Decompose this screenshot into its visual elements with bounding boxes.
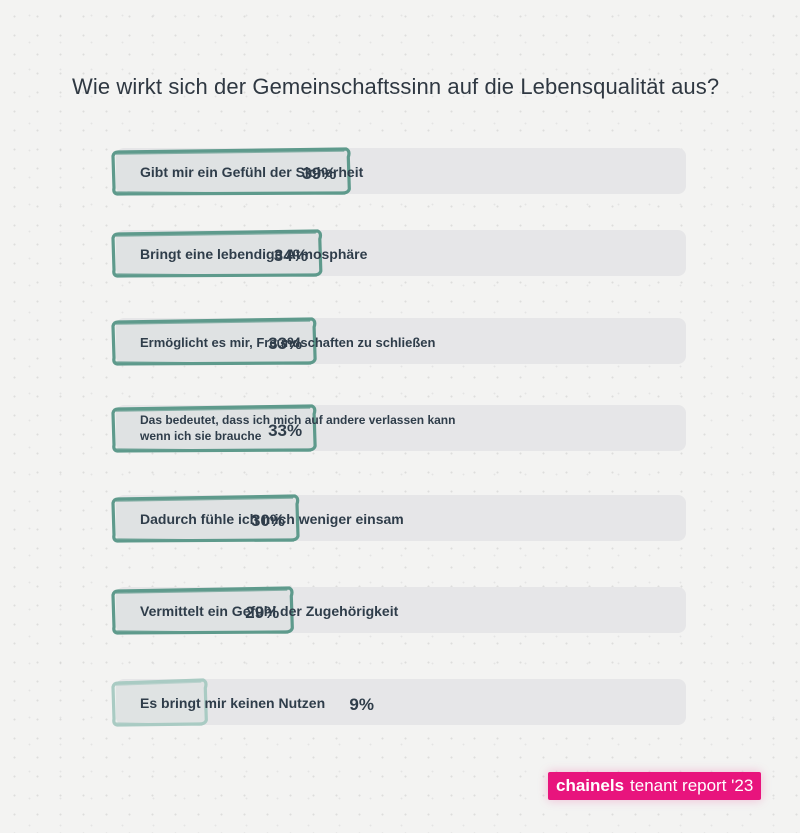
bar-track-4 (116, 405, 686, 451)
bar-sketch-2 (114, 232, 317, 277)
bar-sketch-5 (114, 497, 295, 542)
bar-label-5: Dadurch fühle ich mich weniger einsam (140, 511, 404, 527)
chart-title: Wie wirkt sich der Gemeinschaftssinn auf… (72, 74, 720, 99)
bar-sketch-7 (114, 681, 203, 726)
bar-value-3: 33% (268, 334, 302, 353)
bar-5 (111, 494, 300, 543)
bar-value-7: 9% (349, 695, 374, 714)
bar-value-4: 33% (268, 421, 302, 440)
bar-sketch-6 (114, 589, 289, 634)
bar-track-3 (116, 318, 686, 364)
bar-4 (111, 404, 317, 453)
bar-track-7 (116, 679, 686, 725)
bar-label-3: Ermöglicht es mir, Freundschaften zu sch… (140, 335, 436, 350)
bar-sketch-1 (114, 150, 346, 195)
bar-label-6: Vermittelt ein Gefühl der Zugehörigkeit (140, 603, 399, 619)
bar-3 (111, 317, 317, 366)
brand-name: chainels (556, 776, 625, 795)
bar-label-4: Das bedeutet, dass ich mich auf andere v… (139, 413, 455, 443)
bar-label-1: Gibt mir ein Gefühl der Sicherheit (140, 164, 364, 180)
bar-track-2 (116, 230, 686, 276)
bar-label-2: Bringt eine lebendige Atmosphäre (140, 246, 368, 262)
bar-7 (111, 678, 208, 727)
bar-1 (111, 147, 351, 196)
brand-tagline: tenant report '23 (630, 776, 754, 795)
bar-sketch-3 (114, 320, 312, 365)
bar-track-6 (116, 587, 686, 633)
brand-badge: chainels tenant report '23 (548, 772, 762, 800)
bar-value-6: 29% (245, 603, 279, 622)
bar-value-5: 30% (251, 511, 285, 530)
bar-6 (111, 586, 294, 635)
bar-2 (111, 229, 323, 278)
bar-value-2: 34% (274, 246, 308, 265)
bar-track-5 (116, 495, 686, 541)
bar-sketch-4 (114, 407, 312, 452)
bar-track-1 (116, 148, 686, 194)
bar-value-1: 39% (302, 164, 336, 183)
bar-label-7: Es bringt mir keinen Nutzen (140, 695, 325, 711)
